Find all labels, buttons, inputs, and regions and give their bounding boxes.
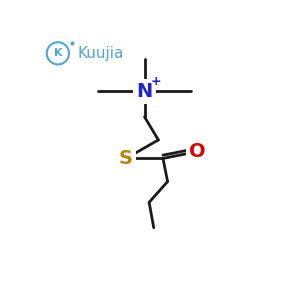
Text: K: K [54, 48, 62, 58]
Text: Kuujia: Kuujia [77, 46, 123, 61]
Text: N: N [136, 82, 153, 101]
Text: O: O [189, 142, 206, 161]
Text: S: S [119, 149, 133, 168]
Text: +: + [151, 75, 161, 88]
